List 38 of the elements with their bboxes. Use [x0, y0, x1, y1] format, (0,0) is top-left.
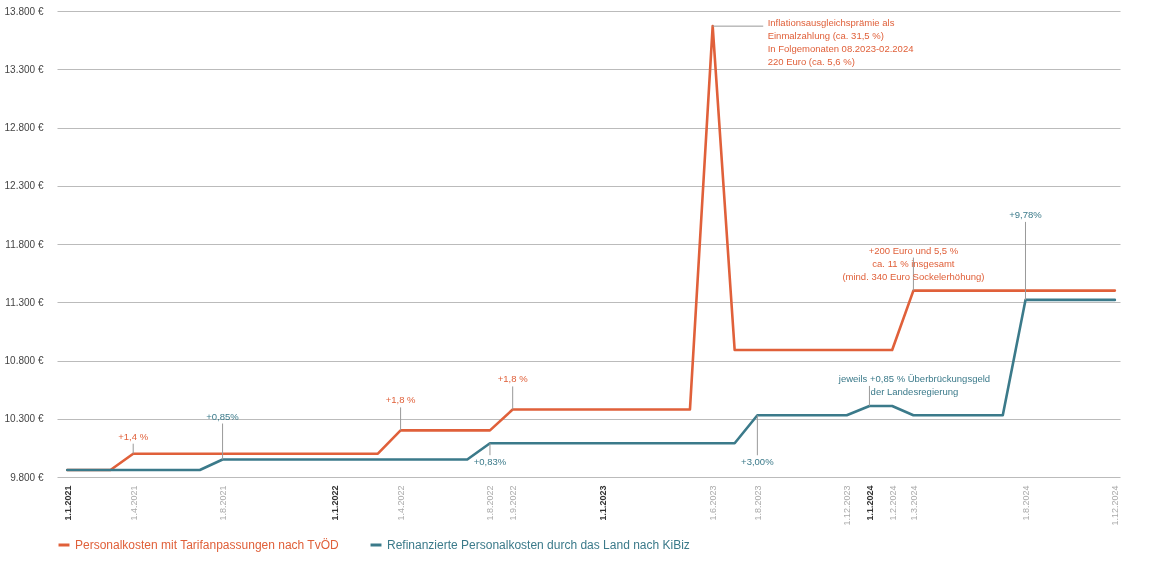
x-tick-label: 1.1.2021	[62, 485, 73, 521]
annotation: Inflationsausgleichsprämie als Einmalzahlung (ca. 31,5 %) In Folgemonaten 08.2023-02.2024 220 Euro (ca. 5,6 %)	[767, 17, 914, 68]
x-tick-label: 1.2.2024	[887, 485, 898, 521]
annotation: +200 Euro und 5,5 % ca. 11 % insgesamt (mind. 340 Euro Sockelerhöhung)	[842, 244, 985, 282]
x-tick-label: 1.4.2022	[396, 485, 407, 521]
x-tick-label: 1.1.2022	[330, 485, 341, 521]
x-tick-label: 1.12.2024	[1110, 485, 1121, 526]
y-tick-label: 9.800 €	[10, 471, 44, 483]
legend-label: Refinanzierte Personalkosten durch das Land nach KiBiz	[387, 538, 690, 552]
annotation: +0,83%	[473, 456, 507, 468]
y-tick-label: 12.300 €	[4, 180, 44, 192]
x-tick-label: 1.8.2022	[485, 485, 496, 521]
legend-label: Personalkosten mit Tarifanpassungen nach TvÖD	[75, 538, 340, 552]
y-tick-label: 13.800 €	[4, 5, 44, 17]
y-tick-label: 10.800 €	[4, 355, 44, 366]
x-tick-label: 1.1.2023	[597, 485, 608, 521]
line-series	[65, 298, 1117, 472]
y-tick-label: 11.300 €	[5, 296, 44, 308]
x-tick-label: 1.8.2021	[218, 485, 229, 521]
x-tick-label: 1.4.2021	[128, 485, 139, 521]
annotation: +9,78%	[1009, 208, 1043, 220]
y-tick-label: 10.300 €	[4, 413, 44, 425]
annotation: +1,8 %	[497, 373, 529, 385]
x-tick-label: 1.12.2023	[842, 485, 853, 526]
x-tick-label: 1.8.2023	[752, 485, 763, 521]
y-tick-label: 13.300 €	[4, 63, 44, 75]
y-tick-label: 12.800 €	[4, 122, 44, 133]
annotation: +0,85%	[206, 410, 240, 422]
x-tick-label: 1.3.2024	[908, 485, 919, 521]
y-tick-label: 11.800 €	[5, 238, 44, 250]
x-tick-label: 1.8.2024	[1020, 485, 1031, 521]
annotation: +1,8 %	[385, 394, 417, 406]
x-tick-label: 1.6.2023	[708, 485, 719, 521]
x-tick-label: 1.9.2022	[508, 485, 519, 521]
annotation: +3,00%	[741, 456, 775, 468]
annotation: +1,4 %	[118, 430, 149, 442]
x-tick-label: 1.1.2024	[864, 485, 875, 521]
annotation: jeweils +0,85 % Überbrückungsgeld der Landesregierung	[837, 372, 991, 397]
